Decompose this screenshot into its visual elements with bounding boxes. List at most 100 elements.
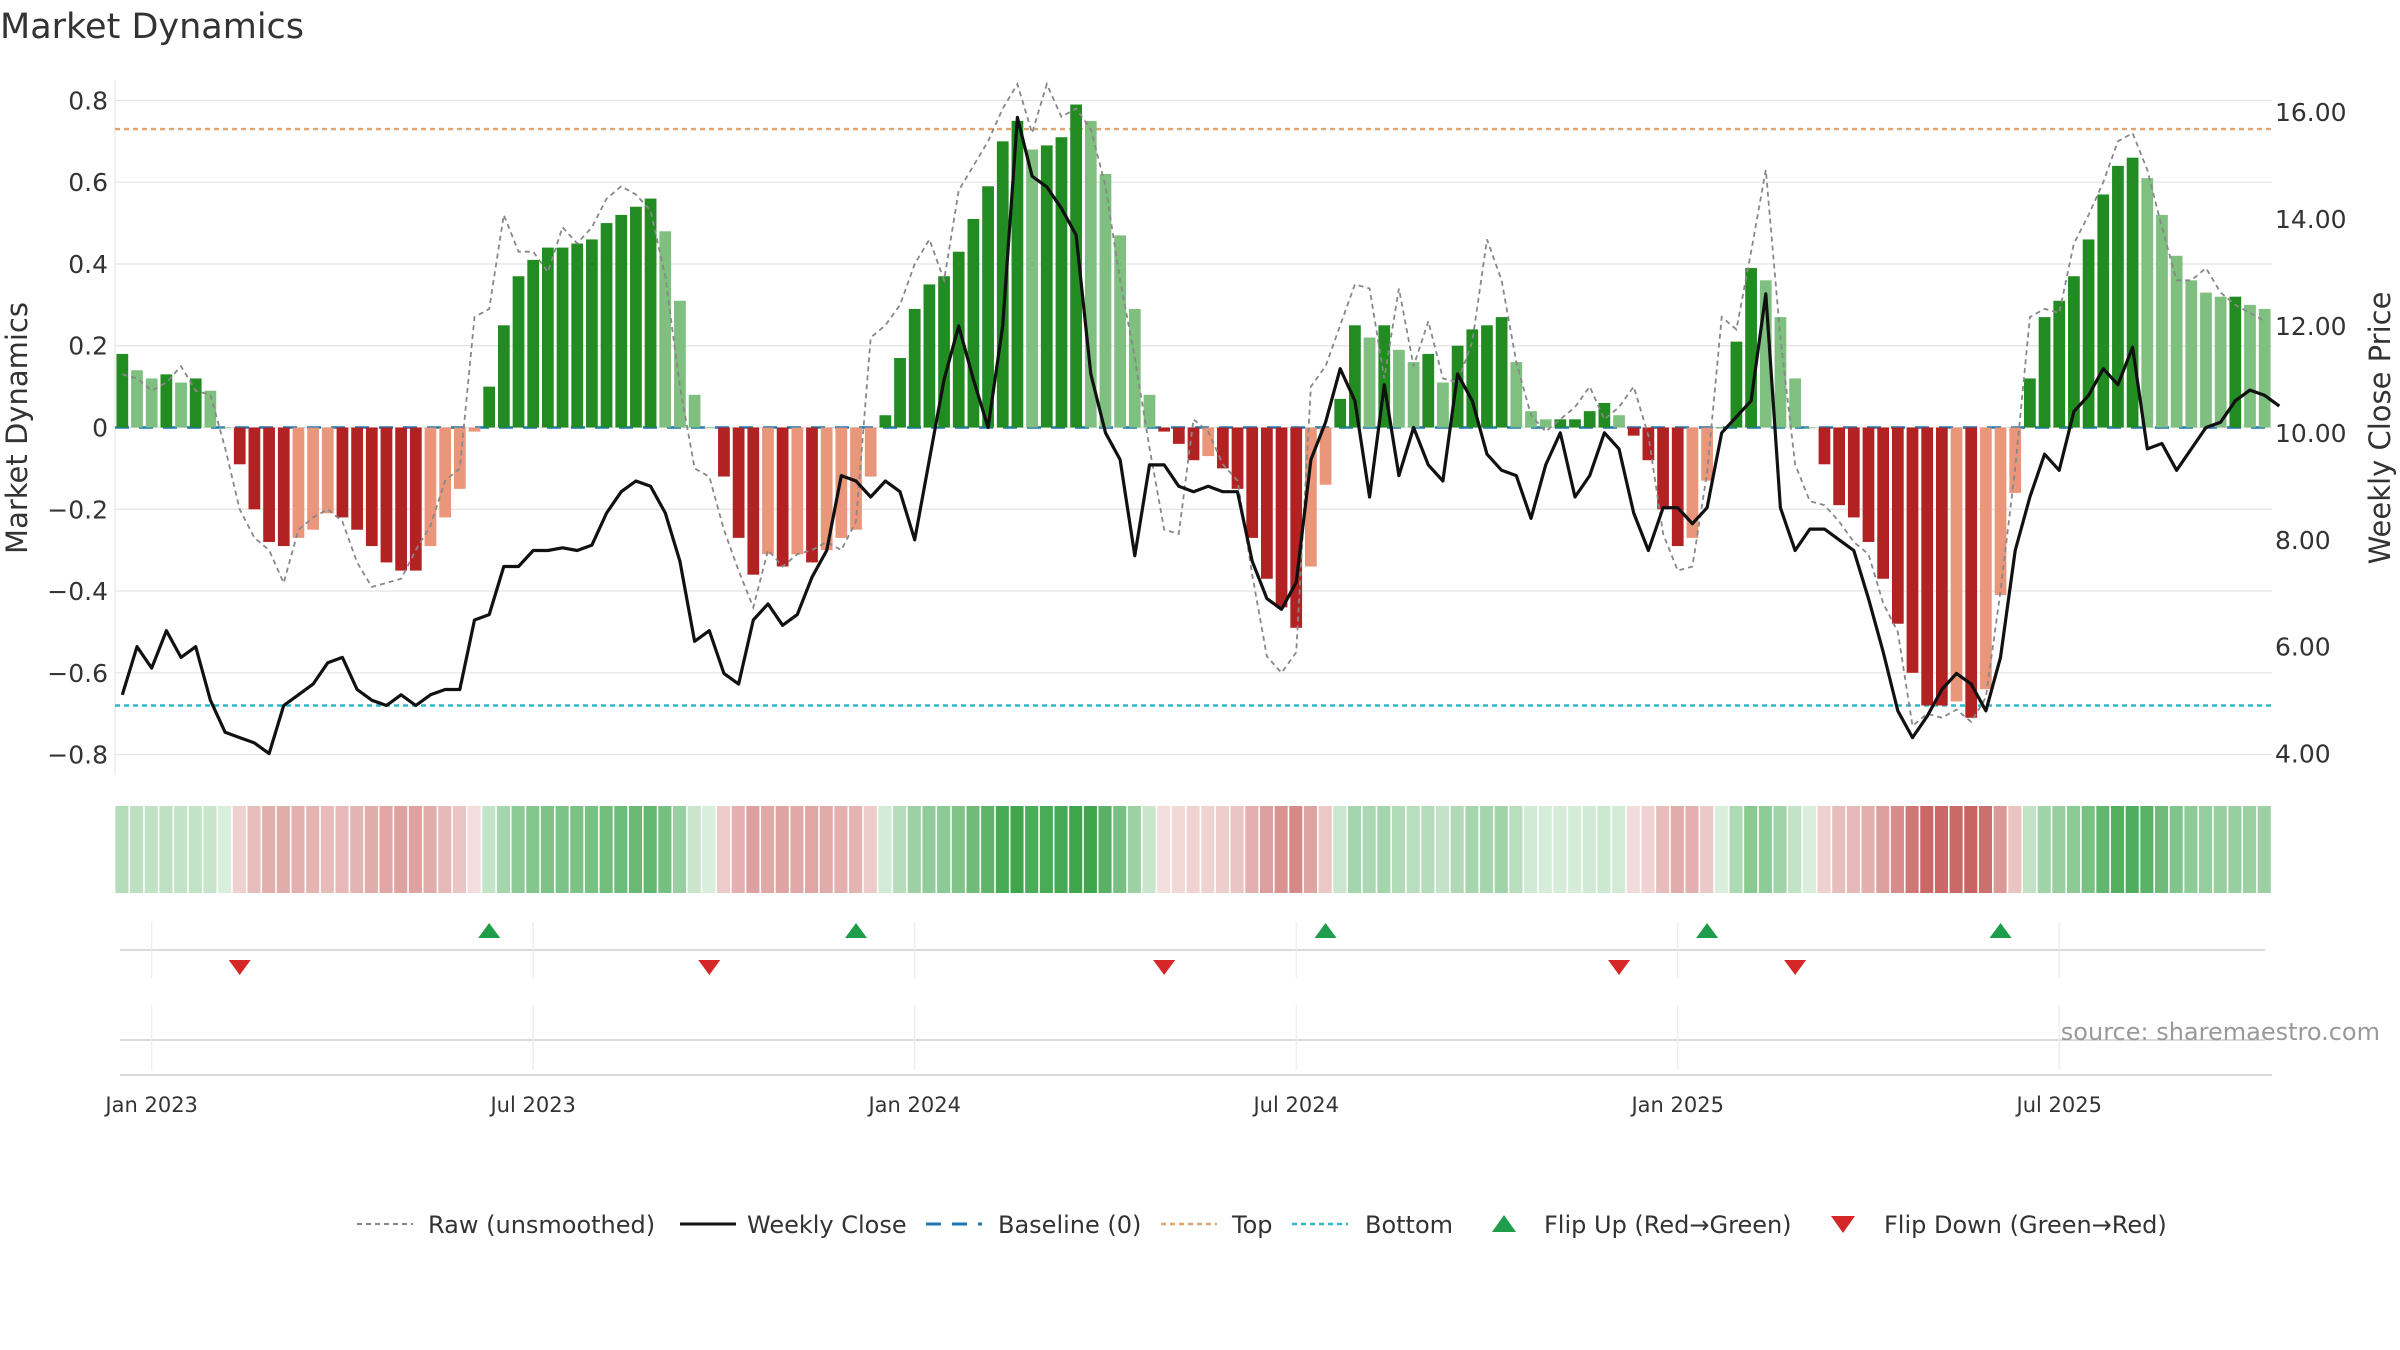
dynamics-bar [1393,349,1405,428]
band-cell [1538,806,1552,893]
band-cell [849,806,863,893]
band-cell [1509,806,1523,893]
band-cell [1685,806,1699,893]
band-cell [922,806,936,893]
flip-down-marker [228,960,251,975]
band-cell [1626,806,1640,893]
band-cell [1421,806,1435,893]
dynamics-bar [468,427,481,432]
band-cell [834,806,848,893]
dynamics-bar [996,141,1009,428]
dynamics-bar [1011,120,1024,428]
band-cell [511,806,525,893]
dynamics-bar [2170,255,2183,428]
dynamics-bar [1260,427,1273,579]
dynamics-bar [1759,280,1772,428]
legend-label: Top [1231,1211,1273,1239]
dynamics-bar [219,427,231,429]
band-cell [1127,806,1141,893]
dynamics-bar [1686,427,1699,538]
chart-title: Market Dynamics [0,7,304,47]
source-note: source: sharemaestro.com [2061,1018,2380,1046]
dynamics-bar [2258,308,2271,428]
band-cell [438,806,452,893]
band-cell [2081,806,2095,893]
dynamics-bar [1554,419,1567,428]
dynamics-bar [1084,120,1097,428]
band-cell [2213,806,2227,893]
y-tick-right: 10.00 [2275,419,2347,448]
band-cell [2228,806,2242,893]
band-cell [2257,806,2271,893]
dynamics-bar [1466,329,1479,428]
band-cell [981,806,995,893]
band-cell [1817,806,1831,893]
band-cell [232,806,246,893]
band-cell [1773,806,1787,893]
band-cell [1964,806,1978,893]
dynamics-bar [1202,427,1215,457]
band-cell [628,806,643,893]
band-cell [672,806,687,893]
band-cell [775,806,789,893]
band-cell [1157,806,1171,893]
band-cell [2008,806,2022,893]
band-cell [320,806,334,893]
band-cell [878,806,892,893]
dynamics-bar [512,276,525,428]
dynamics-bar [1862,427,1875,542]
y-axis-left-label: Market Dynamics [0,302,34,554]
band-cell [1436,806,1450,893]
band-cell [614,806,628,893]
band-cell [1318,806,1332,893]
band-cell [394,806,408,893]
band-cell [1861,806,1875,893]
dynamics-bar [2126,157,2139,428]
dynamics-bar [659,231,672,428]
dynamics-bar [336,427,349,518]
flip-down-marker [1784,960,1807,975]
band-cell [115,806,129,893]
dynamics-bar [1495,317,1508,428]
band-cell [1171,806,1185,893]
dynamics-bar [2097,194,2110,428]
dynamics-bar [556,247,569,428]
band-cell [937,806,951,893]
dynamics-bar [1745,268,1757,428]
band-cell [1802,806,1816,893]
band-cell [819,806,833,893]
regime-band [115,806,2271,893]
legend-label: Flip Down (Green→Red) [1884,1211,2167,1239]
band-cell [2125,806,2139,893]
band-cell [1450,806,1464,893]
flip-up-marker [1314,923,1337,938]
band-cell [247,806,261,893]
dynamics-bar [351,427,363,530]
dynamics-bar [952,251,965,428]
raw-series [122,81,2266,728]
dynamics-bar [145,378,158,428]
band-cell [1406,806,1420,893]
y-tick-right: 12.00 [2275,312,2347,341]
dynamics-bar [1569,419,1581,428]
dynamics-bar [1070,104,1082,428]
band-cell [658,806,672,893]
dynamics-bar [1172,427,1185,444]
band-cell [291,806,305,893]
dynamics-bar [586,239,598,428]
dynamics-bar [1407,362,1420,428]
close-line [120,115,2281,756]
band-cell [2037,806,2051,893]
band-cell [482,806,496,893]
flip-up-marker [1989,923,2012,938]
legend: Raw (unsmoothed) Weekly Close Baseline (0)… [357,1211,2167,1239]
dynamics-bar [365,427,378,547]
raw-line [122,81,2266,728]
band-cell [188,806,202,893]
dynamics-bar [1187,427,1200,461]
dynamics-bar [1319,427,1332,485]
dynamics-bar [791,427,804,555]
band-cell [1025,806,1039,893]
dynamics-bar [923,284,936,428]
dynamics-bar [571,243,584,428]
